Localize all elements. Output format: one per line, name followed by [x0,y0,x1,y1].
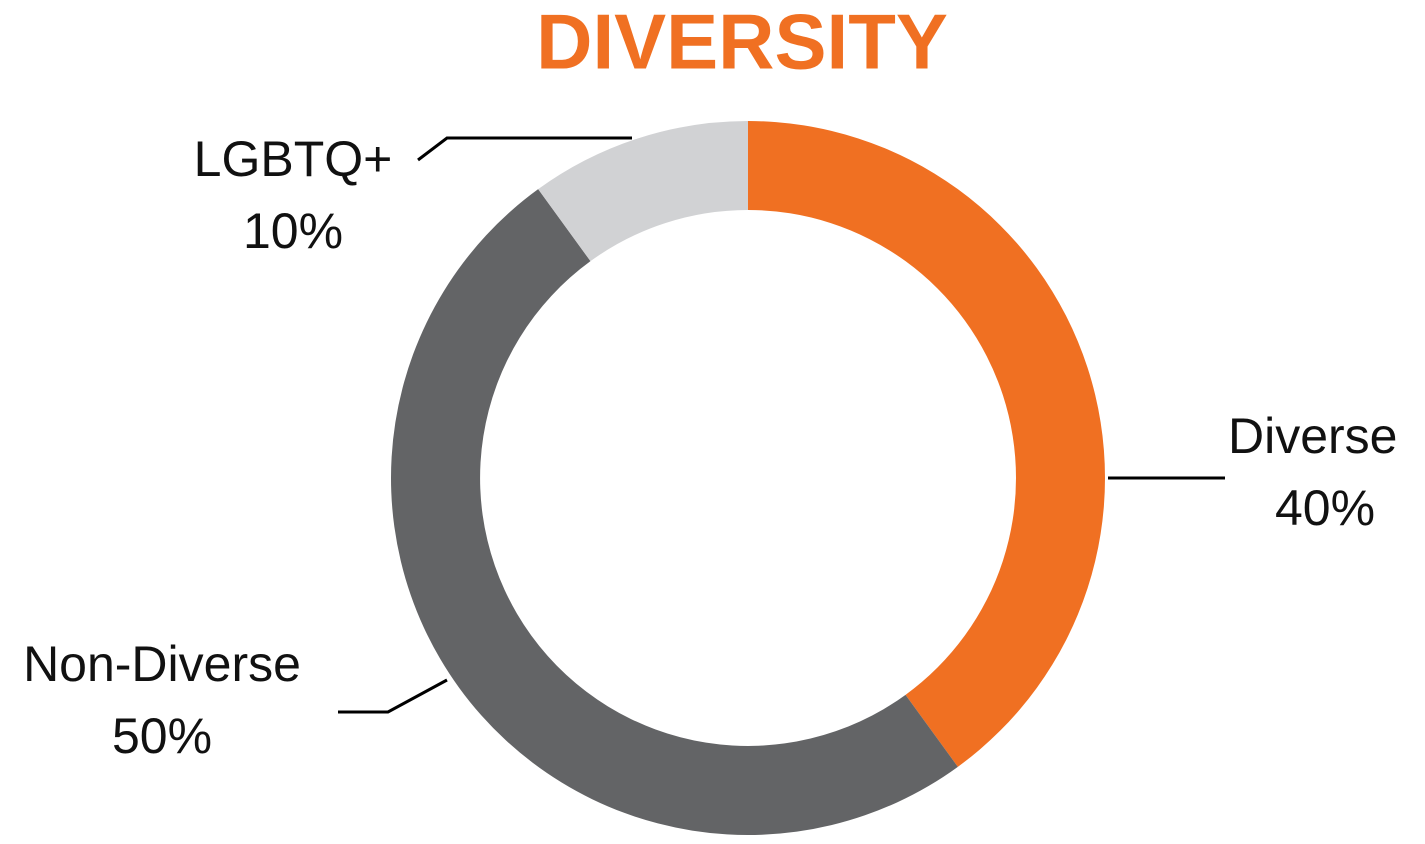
leader-line [417,136,632,162]
slice-label: LGBTQ+ [194,131,393,187]
slice-label: Non-Diverse [23,636,301,692]
leader-line [338,678,448,714]
slice-value-label: 50% [112,708,212,764]
chart-title: DIVERSITY [536,0,948,86]
donut-slice [748,121,1106,767]
slice-label: Diverse [1228,408,1397,464]
slice-value-label: 10% [243,203,343,259]
donut-slice [391,189,958,836]
donut-slice [538,121,748,262]
slice-value-label: 40% [1275,480,1375,536]
